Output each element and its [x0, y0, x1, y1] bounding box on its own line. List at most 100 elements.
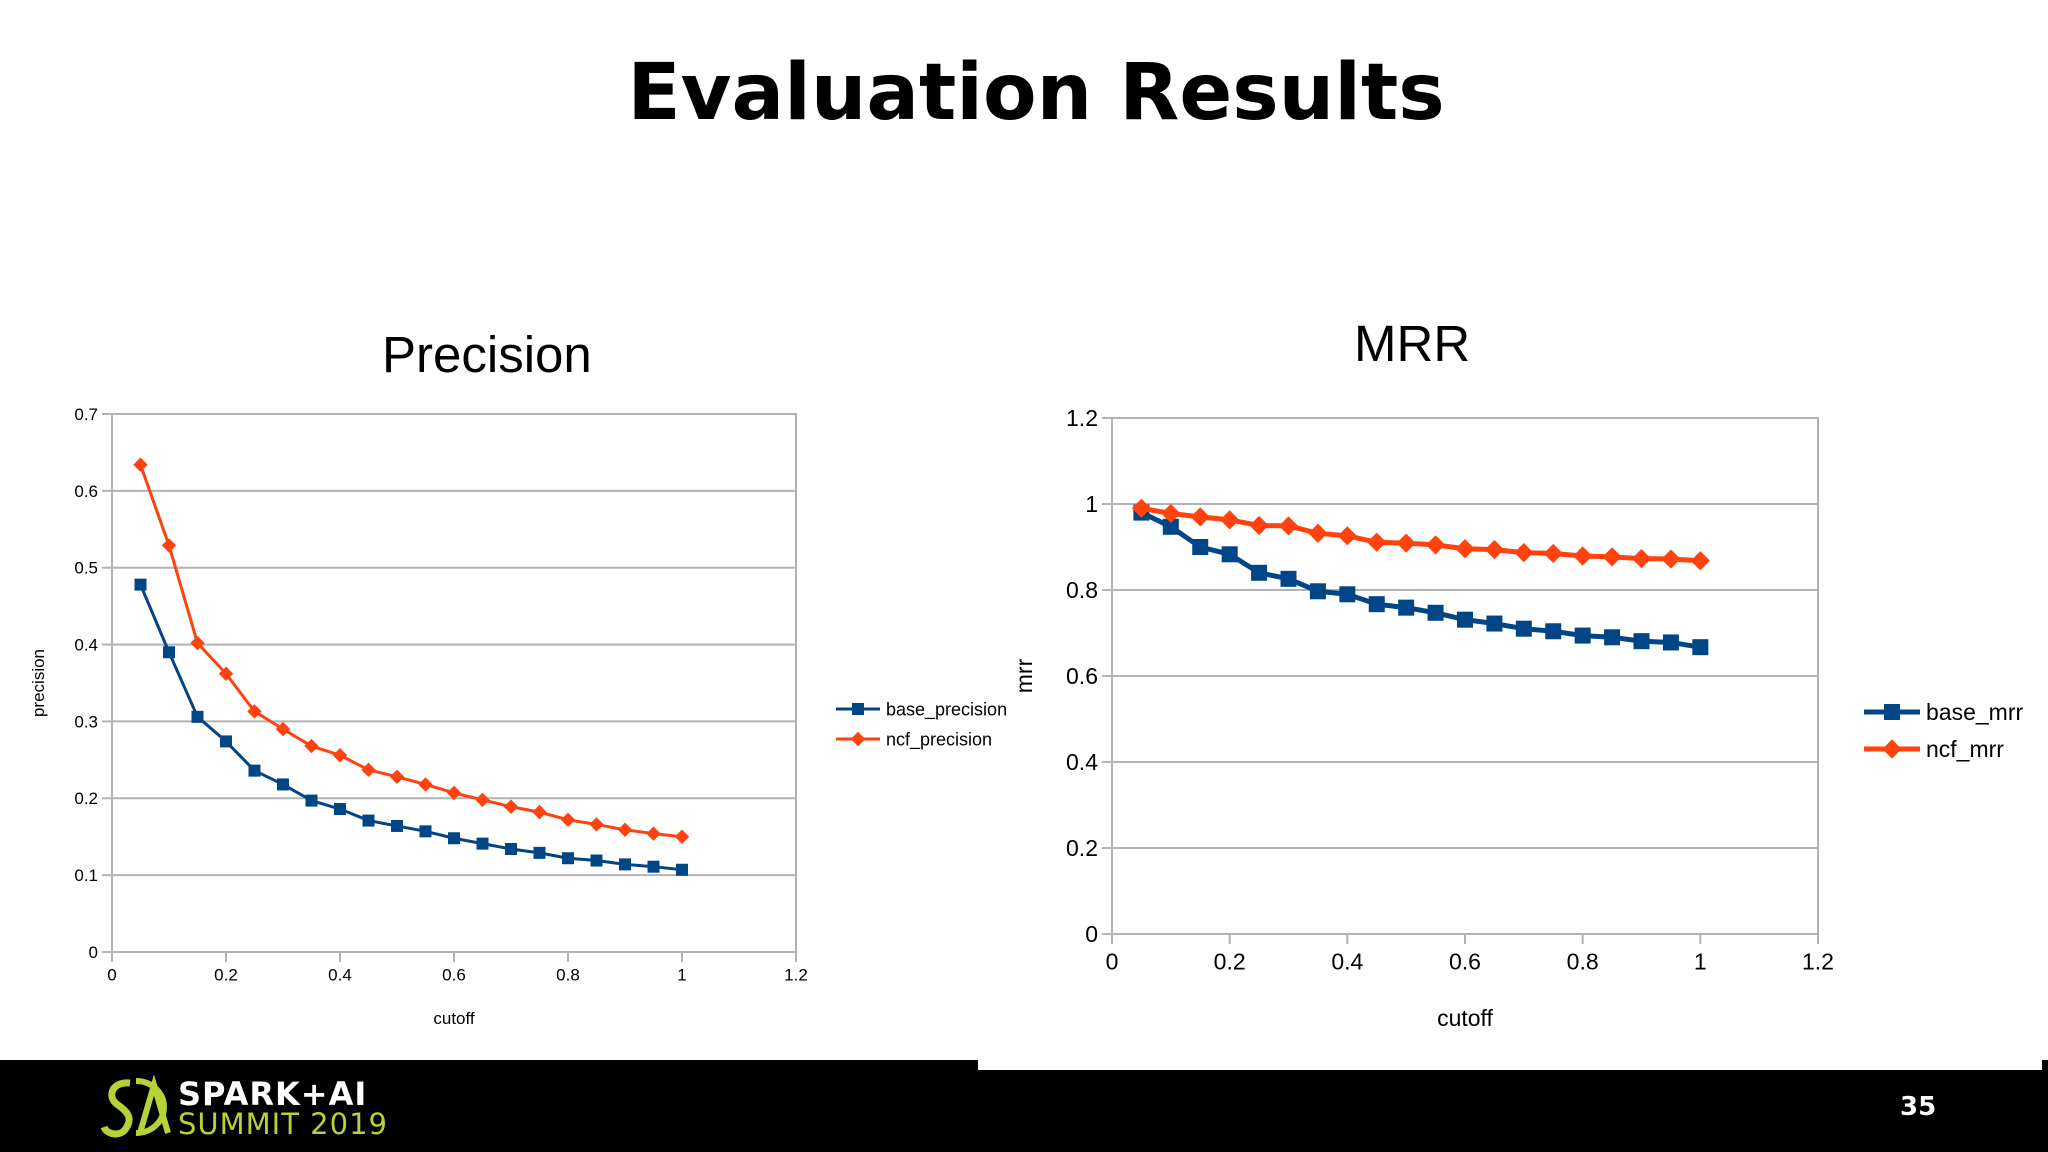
data-point-base_precision — [391, 819, 403, 832]
data-point-base_precision — [476, 837, 489, 850]
legend-label-base_precision: base_precision — [886, 699, 1007, 720]
y-tick-label: 0.6 — [74, 482, 98, 501]
data-point-base_mrr — [1368, 596, 1385, 613]
data-point-ncf_precision — [275, 721, 291, 737]
data-point-ncf_mrr — [1308, 523, 1328, 543]
x-tick-label: 0 — [107, 966, 116, 985]
data-point-base_mrr — [1309, 583, 1326, 600]
data-point-base_mrr — [1574, 627, 1591, 644]
data-point-base_precision — [134, 578, 147, 591]
x-tick-label: 0 — [1106, 948, 1119, 974]
y-tick-label: 0.2 — [74, 789, 98, 808]
precision-chart: 0 0.1 0.2 0.3 0.4 0.5 0.6 0.7 0 0.2 0.4 0.6 0.8 1 1.2 c… — [29, 405, 1007, 1028]
data-point-base_mrr — [1486, 615, 1503, 632]
data-point-base_mrr — [1662, 634, 1679, 651]
y-tick-label: 0.1 — [74, 866, 98, 885]
page-number: 35 — [1900, 1092, 1937, 1122]
x-tick-label: 0.2 — [214, 966, 238, 985]
data-point-base_precision — [191, 710, 204, 723]
data-point-ncf_mrr — [1220, 510, 1240, 530]
legend-label-base_mrr: base_mrr — [1926, 699, 2023, 725]
mrr-chart: 0 0.2 0.4 0.6 0.8 1 1.2 0 0.2 0.4 0.6 0.8 1 1.2 cutoff… — [1011, 405, 2023, 1031]
data-point-base_mrr — [1545, 623, 1562, 640]
data-point-base_precision — [590, 854, 603, 867]
y-tick-label: 0 — [1085, 921, 1098, 947]
series-line-base_mrr — [1140, 510, 1701, 650]
data-point-base_precision — [362, 814, 375, 827]
data-point-ncf_precision — [361, 762, 376, 778]
data-point-base_precision — [334, 803, 346, 816]
footer-bar — [0, 1060, 2048, 1152]
data-point-base_mrr — [1162, 518, 1179, 535]
data-point-base_precision — [619, 858, 631, 871]
data-point-ncf_mrr — [1514, 542, 1534, 563]
x-tick-label: 1.2 — [1802, 948, 1834, 974]
legend-marker-ncf_mrr — [1882, 739, 1902, 759]
data-point-ncf_mrr — [1543, 543, 1563, 564]
data-point-ncf_precision — [133, 457, 148, 472]
x-axis-label: cutoff — [433, 1009, 475, 1028]
data-point-ncf_mrr — [1690, 551, 1710, 571]
x-tick-label: 0.4 — [328, 966, 352, 985]
x-tick-label: 0.6 — [442, 966, 466, 985]
legend-label-ncf_mrr: ncf_mrr — [1926, 736, 2004, 762]
x-tick-label: 1.2 — [784, 966, 808, 985]
data-point-base_mrr — [1251, 564, 1268, 581]
data-point-ncf_precision — [304, 738, 319, 754]
data-point-ncf_mrr — [1249, 515, 1269, 536]
data-point-ncf_precision — [475, 792, 490, 808]
data-point-ncf_precision — [389, 769, 405, 784]
data-point-ncf_precision — [674, 829, 690, 844]
data-point-base_mrr — [1633, 633, 1650, 650]
data-point-ncf_precision — [418, 777, 433, 792]
data-point-base_mrr — [1192, 539, 1209, 555]
data-point-base_precision — [277, 778, 289, 791]
data-point-ncf_mrr — [1190, 507, 1210, 527]
y-tick-label: 0 — [89, 943, 98, 962]
data-point-ncf_precision — [560, 812, 576, 828]
data-point-ncf_precision — [446, 785, 462, 801]
data-point-ncf_mrr — [1602, 547, 1622, 567]
y-tick-label: 0.3 — [74, 712, 98, 731]
x-axis-label: cutoff — [1437, 1005, 1493, 1031]
slide-title: Evaluation Results — [627, 48, 1445, 138]
data-point-base_precision — [505, 843, 517, 856]
data-point-base_mrr — [1280, 570, 1297, 587]
logo-line2: SUMMIT 2019 — [178, 1107, 388, 1141]
y-tick-label: 0.6 — [1066, 663, 1098, 689]
y-axis-label: precision — [29, 649, 48, 717]
data-point-ncf_precision — [532, 804, 547, 820]
legend-marker-ncf_precision — [850, 731, 866, 747]
y-tick-label: 1 — [1085, 491, 1098, 517]
data-point-base_precision — [448, 832, 460, 845]
data-point-ncf_mrr — [1396, 533, 1416, 553]
data-point-ncf_mrr — [1367, 532, 1387, 552]
data-point-base_mrr — [1604, 629, 1621, 646]
data-point-base_precision — [647, 860, 660, 873]
data-point-ncf_mrr — [1484, 539, 1505, 560]
data-point-base_mrr — [1515, 620, 1532, 637]
data-point-base_precision — [533, 846, 546, 859]
x-tick-label: 1 — [1694, 948, 1707, 974]
x-tick-label: 0.8 — [556, 966, 580, 985]
data-point-ncf_mrr — [1573, 546, 1593, 566]
data-point-ncf_precision — [646, 826, 661, 841]
y-tick-label: 0.2 — [1066, 835, 1098, 861]
data-point-ncf_mrr — [1337, 526, 1357, 546]
x-tick-label: 0.2 — [1214, 948, 1246, 974]
data-point-base_mrr — [1457, 611, 1473, 628]
data-point-base_mrr — [1398, 599, 1415, 616]
data-point-base_mrr — [1221, 546, 1238, 563]
x-tick-label: 0.4 — [1331, 948, 1363, 974]
data-point-base_mrr — [1339, 586, 1356, 603]
logo-line1: SPARK+AI — [178, 1075, 368, 1113]
spark-ai-logo-icon — [100, 1075, 171, 1138]
data-point-base_precision — [220, 735, 232, 748]
data-point-ncf_mrr — [1278, 516, 1299, 536]
data-point-ncf_mrr — [1425, 535, 1446, 555]
y-tick-label: 1.2 — [1066, 405, 1098, 431]
y-tick-label: 0.4 — [74, 636, 98, 655]
precision-chart-title: Precision — [382, 326, 592, 383]
data-point-base_precision — [248, 764, 261, 777]
data-point-ncf_precision — [589, 817, 604, 832]
